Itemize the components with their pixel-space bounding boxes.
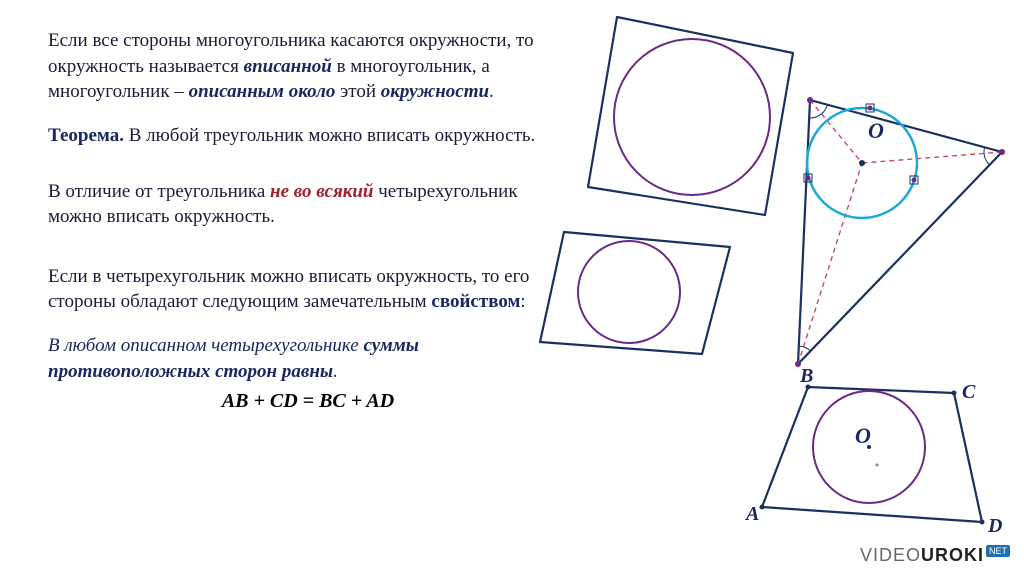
watermark-net: NET [986,545,1010,557]
p1-text-e: этой [335,81,380,102]
watermark-uroki: UROKI [921,545,984,565]
text-column: Если все стороны многоугольника касаются… [48,28,568,413]
p5-text-c: . [333,361,338,382]
svg-text:D: D [987,515,1002,537]
svg-text:C: C [962,381,976,403]
theorem-text: В любой треугольник можно вписать окружн… [124,125,535,146]
svg-text:O: O [855,423,871,448]
p4-text-c: : [520,291,525,312]
p1-circumscribed: описанным около [189,81,336,102]
p3-not-every: не во всякий [270,181,373,202]
svg-text:A: A [744,503,759,525]
watermark-video: VIDEO [860,545,921,565]
property-statement: В любом описанном четырехугольнике суммы… [48,333,568,384]
svg-text:O: O [868,118,884,143]
p1-circle-word: окружности [381,81,489,102]
p4-property-word: свойством [431,291,520,312]
property-intro-paragraph: Если в четырехугольник можно вписать окр… [48,264,568,315]
p1-text-g: . [489,81,494,102]
contrast-paragraph: В отличие от треугольника не во всякий ч… [48,179,568,230]
formula: AB + CD = BC + AD [48,390,568,413]
p3-text-a: В отличие от треугольника [48,181,270,202]
svg-text:B: B [799,365,813,387]
p5-text-a: В любом описанном четырехугольнике [48,335,363,356]
theorem-label: Теорема. [48,125,124,146]
p1-inscribed: вписанной [244,56,332,77]
watermark: VIDEOUROKINET [860,545,1010,566]
theorem-paragraph: Теорема. В любой треугольник можно вписа… [48,123,568,149]
definition-paragraph: Если все стороны многоугольника касаются… [48,28,568,105]
